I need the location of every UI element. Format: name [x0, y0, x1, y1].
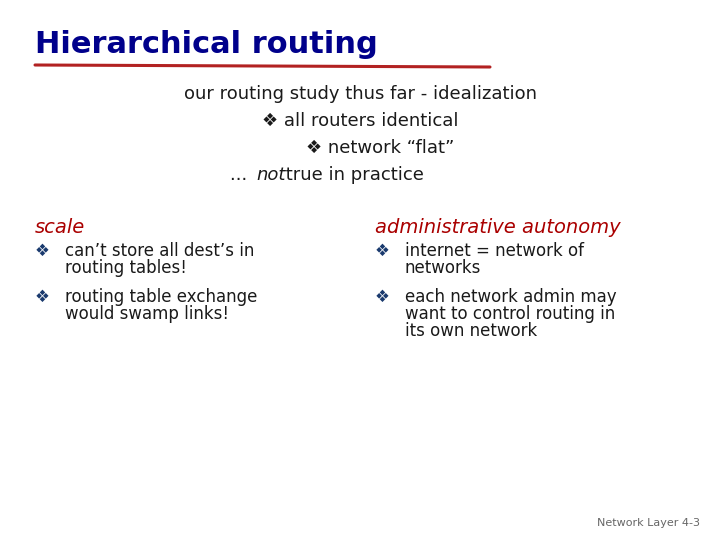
Text: Hierarchical routing: Hierarchical routing [35, 30, 378, 59]
Text: routing tables!: routing tables! [65, 259, 187, 277]
Text: true in practice: true in practice [280, 166, 424, 184]
Text: would swamp links!: would swamp links! [65, 305, 229, 323]
Text: ❖ network “flat”: ❖ network “flat” [306, 139, 454, 157]
Text: administrative autonomy: administrative autonomy [375, 218, 621, 237]
Text: ❖: ❖ [375, 288, 390, 306]
Text: ...: ... [230, 166, 253, 184]
Text: routing table exchange: routing table exchange [65, 288, 257, 306]
Text: internet = network of: internet = network of [405, 242, 584, 260]
Text: Network Layer 4-3: Network Layer 4-3 [597, 518, 700, 528]
Text: each network admin may: each network admin may [405, 288, 616, 306]
Text: scale: scale [35, 218, 85, 237]
Text: want to control routing in: want to control routing in [405, 305, 616, 323]
Text: not: not [256, 166, 285, 184]
Text: networks: networks [405, 259, 482, 277]
Text: ❖: ❖ [35, 242, 50, 260]
Text: ❖ all routers identical: ❖ all routers identical [262, 112, 458, 130]
Text: our routing study thus far - idealization: our routing study thus far - idealizatio… [184, 85, 536, 103]
Text: can’t store all dest’s in: can’t store all dest’s in [65, 242, 254, 260]
Text: its own network: its own network [405, 322, 537, 340]
Text: ❖: ❖ [375, 242, 390, 260]
Text: ❖: ❖ [35, 288, 50, 306]
